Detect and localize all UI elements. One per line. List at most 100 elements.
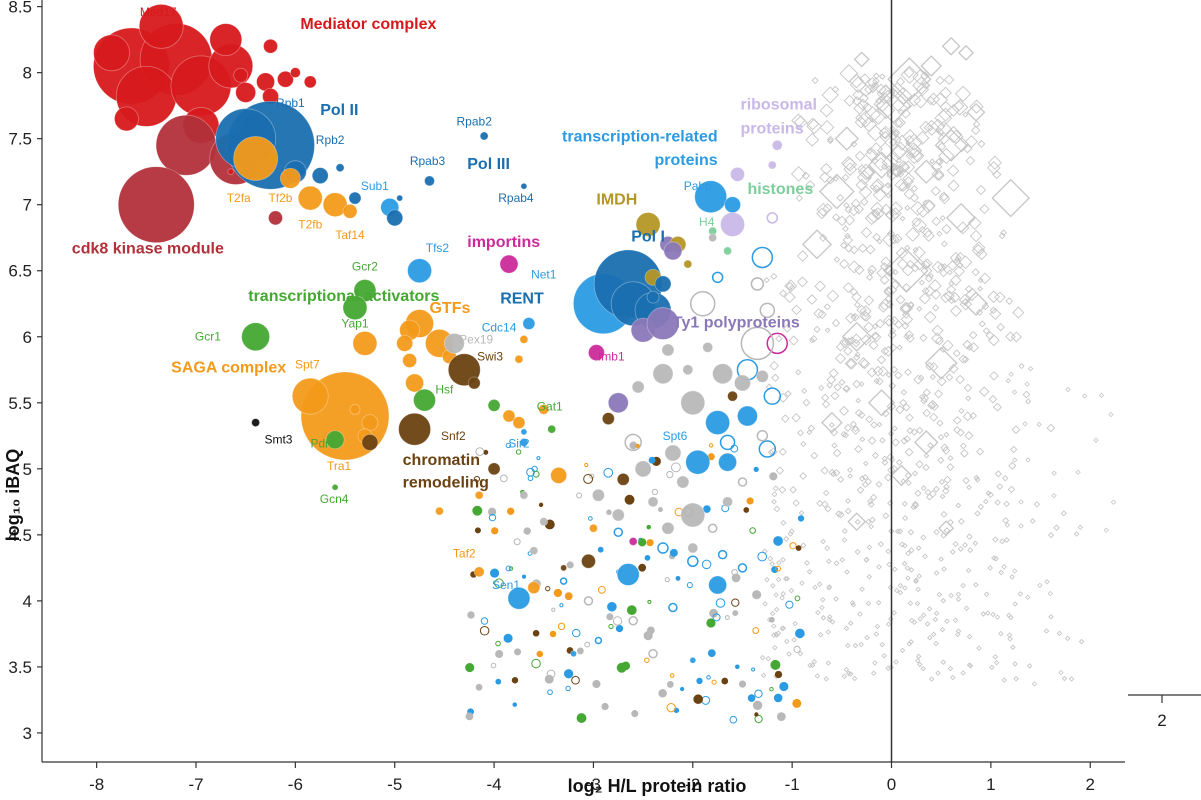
protein-diamond	[1056, 630, 1063, 637]
protein-bubble	[297, 185, 323, 211]
protein-diamond	[879, 73, 886, 80]
protein-diamond	[858, 185, 873, 199]
protein-dot	[588, 516, 593, 521]
protein-label: Tfs2	[426, 241, 450, 255]
protein-diamond	[994, 470, 1002, 478]
protein-diamond	[833, 560, 840, 567]
protein-dot	[511, 677, 519, 684]
protein-diamond	[983, 591, 990, 598]
protein-diamond	[1005, 297, 1014, 305]
protein-dot	[479, 626, 490, 636]
protein-diamond	[946, 463, 955, 471]
protein-diamond	[978, 320, 986, 328]
protein-diamond	[994, 614, 1001, 620]
protein-diamond	[920, 612, 927, 618]
protein-dot	[505, 442, 512, 449]
protein-diamond	[897, 589, 904, 596]
protein-diamond	[885, 192, 892, 199]
protein-diamond	[935, 670, 941, 676]
protein-ring	[751, 246, 774, 269]
protein-diamond	[1068, 676, 1075, 682]
protein-dot	[693, 694, 703, 705]
protein-diamond	[899, 541, 906, 548]
protein-diamond	[938, 556, 944, 562]
protein-diamond	[944, 618, 950, 625]
filled-bubbles-layer	[93, 4, 783, 664]
protein-diamond	[813, 325, 821, 333]
protein-diamond	[854, 264, 865, 276]
protein-diamond	[905, 575, 911, 581]
protein-bubble	[386, 209, 404, 227]
protein-diamond	[843, 423, 852, 432]
protein-diamond	[834, 352, 846, 364]
protein-bubble	[227, 168, 235, 176]
protein-diamond	[795, 194, 803, 202]
protein-dot	[643, 631, 653, 641]
protein-bubble	[209, 23, 243, 57]
protein-dot	[738, 680, 747, 688]
protein-dot	[506, 507, 515, 515]
protein-diamond	[824, 505, 832, 513]
protein-diamond	[902, 172, 915, 185]
protein-diamond	[931, 332, 944, 345]
protein-dot	[773, 536, 783, 546]
protein-ring	[559, 577, 568, 585]
protein-diamond	[908, 152, 915, 159]
protein-diamond	[931, 167, 945, 181]
protein-diamond	[892, 269, 899, 276]
protein-diamond	[859, 586, 865, 593]
protein-diamond	[943, 431, 950, 438]
protein-diamond	[910, 185, 918, 193]
protein-dot	[584, 641, 591, 648]
x-axis-ticks: -8 -7 -6 -5 -4 -3 -2 -1 0 1 2	[89, 762, 1095, 794]
protein-bubble	[718, 452, 737, 472]
protein-bubble	[331, 483, 339, 491]
protein-diamond	[896, 157, 903, 164]
x-tick-label: -4	[487, 775, 502, 794]
protein-label: Taf2	[453, 546, 476, 560]
protein-diamond	[821, 400, 831, 409]
protein-diamond	[956, 261, 964, 269]
protein-diamond	[865, 415, 874, 424]
protein-diamond	[1010, 331, 1022, 343]
y-tick-label: 6.5	[8, 262, 32, 281]
protein-diamond	[792, 620, 798, 627]
protein-diamond	[914, 430, 939, 455]
protein-bubble	[251, 418, 261, 427]
protein-diamond	[904, 368, 912, 377]
protein-dot	[773, 693, 783, 703]
protein-diamond	[900, 478, 907, 485]
protein-diamond	[889, 125, 896, 132]
protein-dot	[753, 466, 759, 472]
group-label: transcription-related	[562, 128, 718, 145]
protein-diamond	[871, 81, 877, 88]
protein-diamond	[796, 276, 808, 288]
protein-diamond	[822, 203, 833, 214]
protein-diamond	[770, 583, 776, 589]
protein-dot	[666, 702, 676, 713]
protein-bubble	[277, 70, 294, 88]
protein-diamond	[920, 534, 927, 541]
y-axis-title: log₁₀ iBAQ	[3, 449, 23, 542]
x-tick-label: -3	[586, 775, 601, 794]
protein-diamond	[784, 575, 790, 582]
protein-label: Pdr1	[311, 437, 337, 451]
protein-diamond	[1004, 522, 1011, 528]
protein-bubble	[487, 399, 501, 412]
protein-diamond	[853, 102, 866, 115]
protein-diamond	[947, 260, 958, 271]
protein-diamond	[915, 653, 922, 660]
protein-ring	[594, 636, 603, 645]
protein-diamond	[857, 163, 875, 181]
y-tick-label: 3.5	[8, 658, 32, 677]
protein-diamond	[810, 451, 819, 460]
protein-diamond	[965, 567, 972, 574]
protein-diamond	[885, 371, 892, 378]
protein-diamond	[952, 349, 961, 358]
protein-diamond	[824, 327, 831, 334]
protein-diamond	[826, 558, 832, 565]
protein-diamond	[979, 203, 990, 215]
protein-diamond	[767, 555, 774, 562]
protein-diamond	[901, 160, 916, 175]
protein-diamond	[843, 666, 850, 673]
